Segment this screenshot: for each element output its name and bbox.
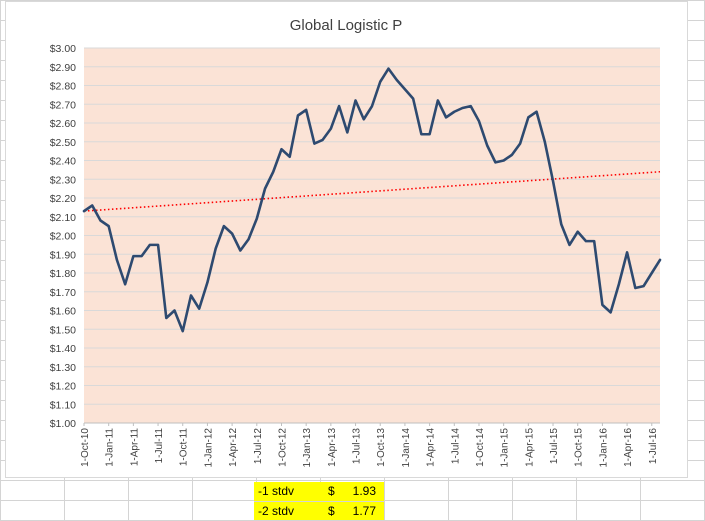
stdv-row-2[interactable]: -2 stdv $ 1.77 [254, 501, 384, 521]
x-tick-label: 1-Apr-13 [327, 428, 338, 467]
x-tick-label: 1-Jan-12 [203, 428, 214, 468]
x-tick-label: 1-Jul-15 [549, 428, 560, 465]
x-tick-label: 1-Apr-14 [426, 428, 437, 467]
y-tick-label: $1.50 [50, 324, 76, 336]
x-tick-label: 1-Apr-16 [623, 428, 634, 467]
stdv-summary[interactable]: -1 stdv $ 1.93 -2 stdv $ 1.77 [254, 482, 384, 520]
y-tick-label: $2.60 [50, 118, 76, 130]
x-tick-label: 1-Jan-16 [598, 428, 609, 468]
y-tick-label: $2.20 [50, 193, 76, 205]
stdv-value: 1.77 [352, 504, 376, 518]
x-tick-label: 1-Oct-12 [277, 428, 288, 467]
y-tick-label: $2.50 [50, 137, 76, 149]
y-tick-label: $1.60 [50, 306, 76, 318]
x-tick-label: 1-Jul-11 [154, 428, 165, 464]
y-tick-label: $2.40 [50, 156, 76, 168]
x-tick-label: 1-Jan-13 [302, 428, 313, 468]
x-tick-label: 1-Oct-15 [574, 428, 585, 467]
x-tick-label: 1-Jul-14 [450, 428, 461, 465]
y-tick-label: $1.70 [50, 287, 76, 299]
x-tick-label: 1-Oct-13 [376, 428, 387, 467]
x-tick-label: 1-Apr-15 [524, 428, 535, 467]
y-tick-label: $1.40 [50, 343, 76, 355]
x-tick-label: 1-Jan-11 [105, 428, 116, 467]
y-tick-label: $1.80 [50, 268, 76, 280]
y-tick-label: $2.70 [50, 99, 76, 111]
stdv-row-1[interactable]: -1 stdv $ 1.93 [254, 482, 384, 501]
x-tick-label: 1-Jul-13 [352, 428, 363, 465]
y-tick-label: $1.30 [50, 362, 76, 374]
x-tick-label: 1-Apr-11 [129, 428, 140, 467]
chart-container[interactable]: Global Logistic P $1.00 $1.10 $1.20 $1.30 $1.… [5, 1, 688, 478]
y-tick-label: $1.90 [50, 249, 76, 261]
x-tick-label: 1-Oct-11 [179, 428, 190, 467]
y-tick-label: $2.90 [50, 62, 76, 74]
line-chart: Global Logistic P $1.00 $1.10 $1.20 $1.30 $1.… [50, 17, 662, 468]
y-tick-label: $2.80 [50, 81, 76, 93]
stdv-label: -1 stdv [258, 484, 295, 498]
x-tick-label: 1-Jan-15 [500, 428, 511, 468]
currency-symbol: $ [328, 484, 335, 498]
y-tick-label: $1.00 [50, 418, 76, 430]
trendline [83, 170, 661, 212]
y-tick-label: $2.10 [50, 212, 76, 224]
x-tick-label: 1-Oct-10 [80, 428, 91, 467]
x-tick-label: 1-Jul-12 [253, 428, 264, 465]
currency-symbol: $ [328, 504, 335, 518]
stdv-label: -2 stdv [258, 504, 295, 518]
chart-title: Global Logistic P [290, 17, 403, 34]
y-tick-label: $2.30 [50, 174, 76, 186]
y-tick-label: $1.10 [50, 399, 76, 411]
y-tick-label: $1.20 [50, 381, 76, 393]
y-tick-label: $2.00 [50, 231, 76, 243]
stdv-value: 1.93 [352, 484, 376, 498]
x-tick-label: 1-Jan-14 [401, 428, 412, 468]
x-tick-label: 1-Oct-14 [475, 428, 486, 467]
x-tick-label: 1-Apr-12 [228, 428, 239, 467]
y-tick-label: $3.00 [50, 43, 76, 55]
x-tick-label: 1-Jul-16 [648, 428, 659, 465]
